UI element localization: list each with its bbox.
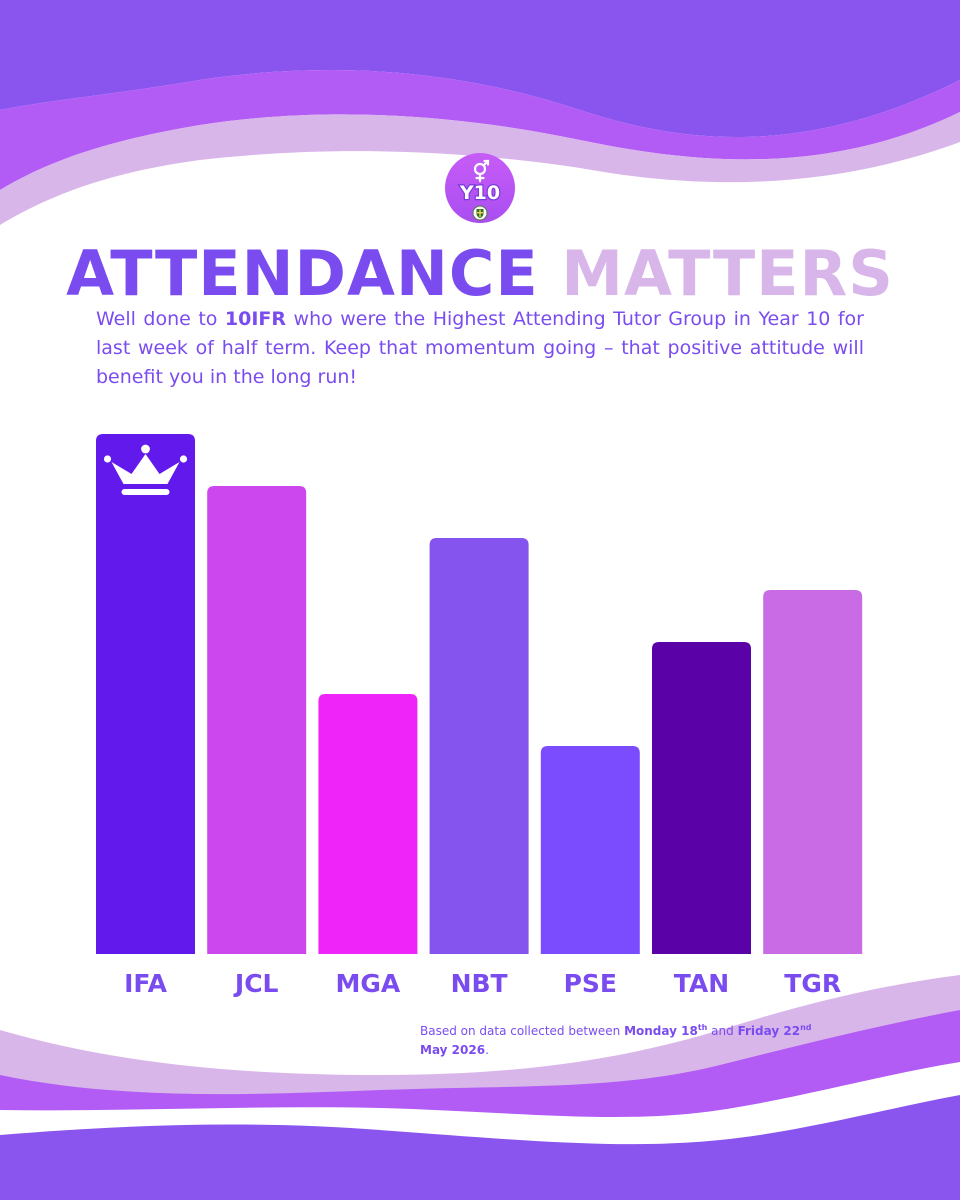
top-wave-dark — [0, 0, 960, 138]
page-title: ATTENDANCE MATTERS — [0, 238, 960, 310]
year-badge: Y10 — [445, 153, 515, 223]
bar-nbt — [429, 538, 529, 954]
bar-ifa — [96, 434, 195, 954]
top-wave-magenta — [0, 70, 960, 190]
gender-symbol-icon — [473, 159, 490, 183]
intro-before: Well done to — [96, 308, 225, 330]
bar-pse — [540, 746, 640, 954]
tick-label-nbt: NBT — [451, 969, 508, 998]
bar-mga — [318, 694, 418, 954]
data-footnote: Based on data collected between Monday 1… — [420, 1018, 870, 1060]
footnote-end-suffix: nd — [800, 1023, 812, 1032]
bar-tgr — [763, 590, 863, 954]
tick-label-jcl: JCL — [233, 969, 279, 998]
footnote-start-day: Monday 18 — [624, 1024, 698, 1038]
intro-highlight-group: 10IFR — [224, 308, 287, 330]
intro-paragraph: Well done to 10IFR who were the Highest … — [96, 305, 864, 392]
tick-label-tgr: TGR — [784, 969, 841, 998]
school-crest-icon — [472, 205, 488, 221]
tick-label-pse: PSE — [564, 969, 617, 998]
bar-jcl — [207, 486, 307, 954]
intro-after: who were the Highest Attending Tutor Gro… — [96, 308, 864, 388]
title-word-attendance: ATTENDANCE — [66, 237, 539, 310]
tick-label-ifa: IFA — [124, 969, 168, 998]
footnote-period: . — [485, 1043, 489, 1057]
footnote-prefix: Based on data collected between — [420, 1024, 625, 1038]
crown-icon — [103, 444, 188, 495]
footnote-tail: May 2026 — [420, 1043, 486, 1057]
footnote-connector: and — [707, 1024, 738, 1038]
footnote-end-day: Friday 22 — [737, 1024, 801, 1038]
tick-label-tan: TAN — [674, 969, 729, 998]
title-word-matters: MATTERS — [561, 237, 894, 310]
tick-label-mga: MGA — [336, 969, 401, 998]
bottom-wave-dark — [0, 1095, 960, 1200]
footnote-start-suffix: th — [697, 1023, 708, 1032]
top-wave-lilac — [0, 112, 960, 225]
bar-tan — [652, 642, 751, 954]
badge-label: Y10 — [459, 182, 500, 204]
